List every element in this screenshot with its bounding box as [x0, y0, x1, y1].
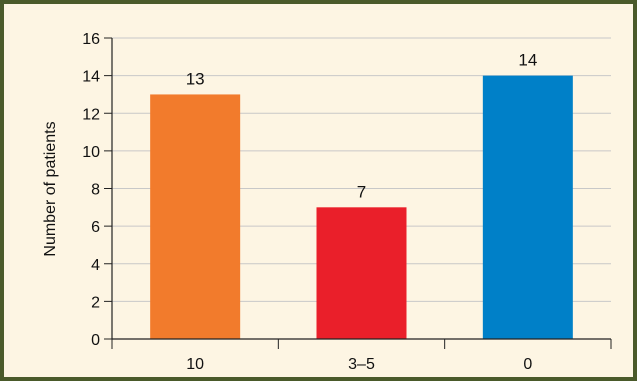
x-tick-label: 10	[186, 356, 204, 373]
y-tick-label: 8	[91, 182, 100, 199]
y-tick-label: 12	[82, 106, 100, 123]
labels: 0 2 4 6 8 10 12 14 16 13 10 7 3–5 14 0	[82, 31, 537, 373]
y-tick-label: 0	[91, 332, 100, 349]
data-label: 7	[357, 182, 366, 201]
bar-1	[316, 207, 407, 339]
y-tick-label: 10	[82, 144, 100, 161]
axes	[104, 37, 612, 349]
x-tick-label: 0	[523, 356, 532, 373]
bar-chart: 0 2 4 6 8 10 12 14 16 13 10 7 3–5 14 0 Number of patie…	[42, 31, 612, 373]
y-tick-label: 16	[82, 31, 100, 48]
y-tick-label: 4	[91, 257, 100, 274]
y-tick-label: 6	[91, 219, 100, 236]
data-label: 14	[518, 51, 537, 70]
y-tick-label: 14	[82, 69, 100, 86]
y-tick-label: 2	[91, 294, 100, 311]
bar-2	[482, 75, 573, 339]
x-tick-label: 3–5	[348, 356, 375, 373]
data-label: 13	[186, 69, 205, 88]
y-axis-title: Number of patients	[42, 121, 59, 256]
bar-0	[150, 94, 241, 339]
bars	[150, 75, 573, 339]
